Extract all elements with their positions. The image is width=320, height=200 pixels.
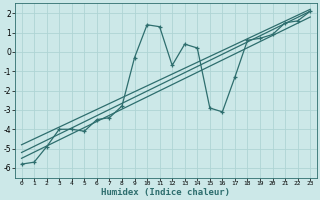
X-axis label: Humidex (Indice chaleur): Humidex (Indice chaleur) — [101, 188, 230, 197]
